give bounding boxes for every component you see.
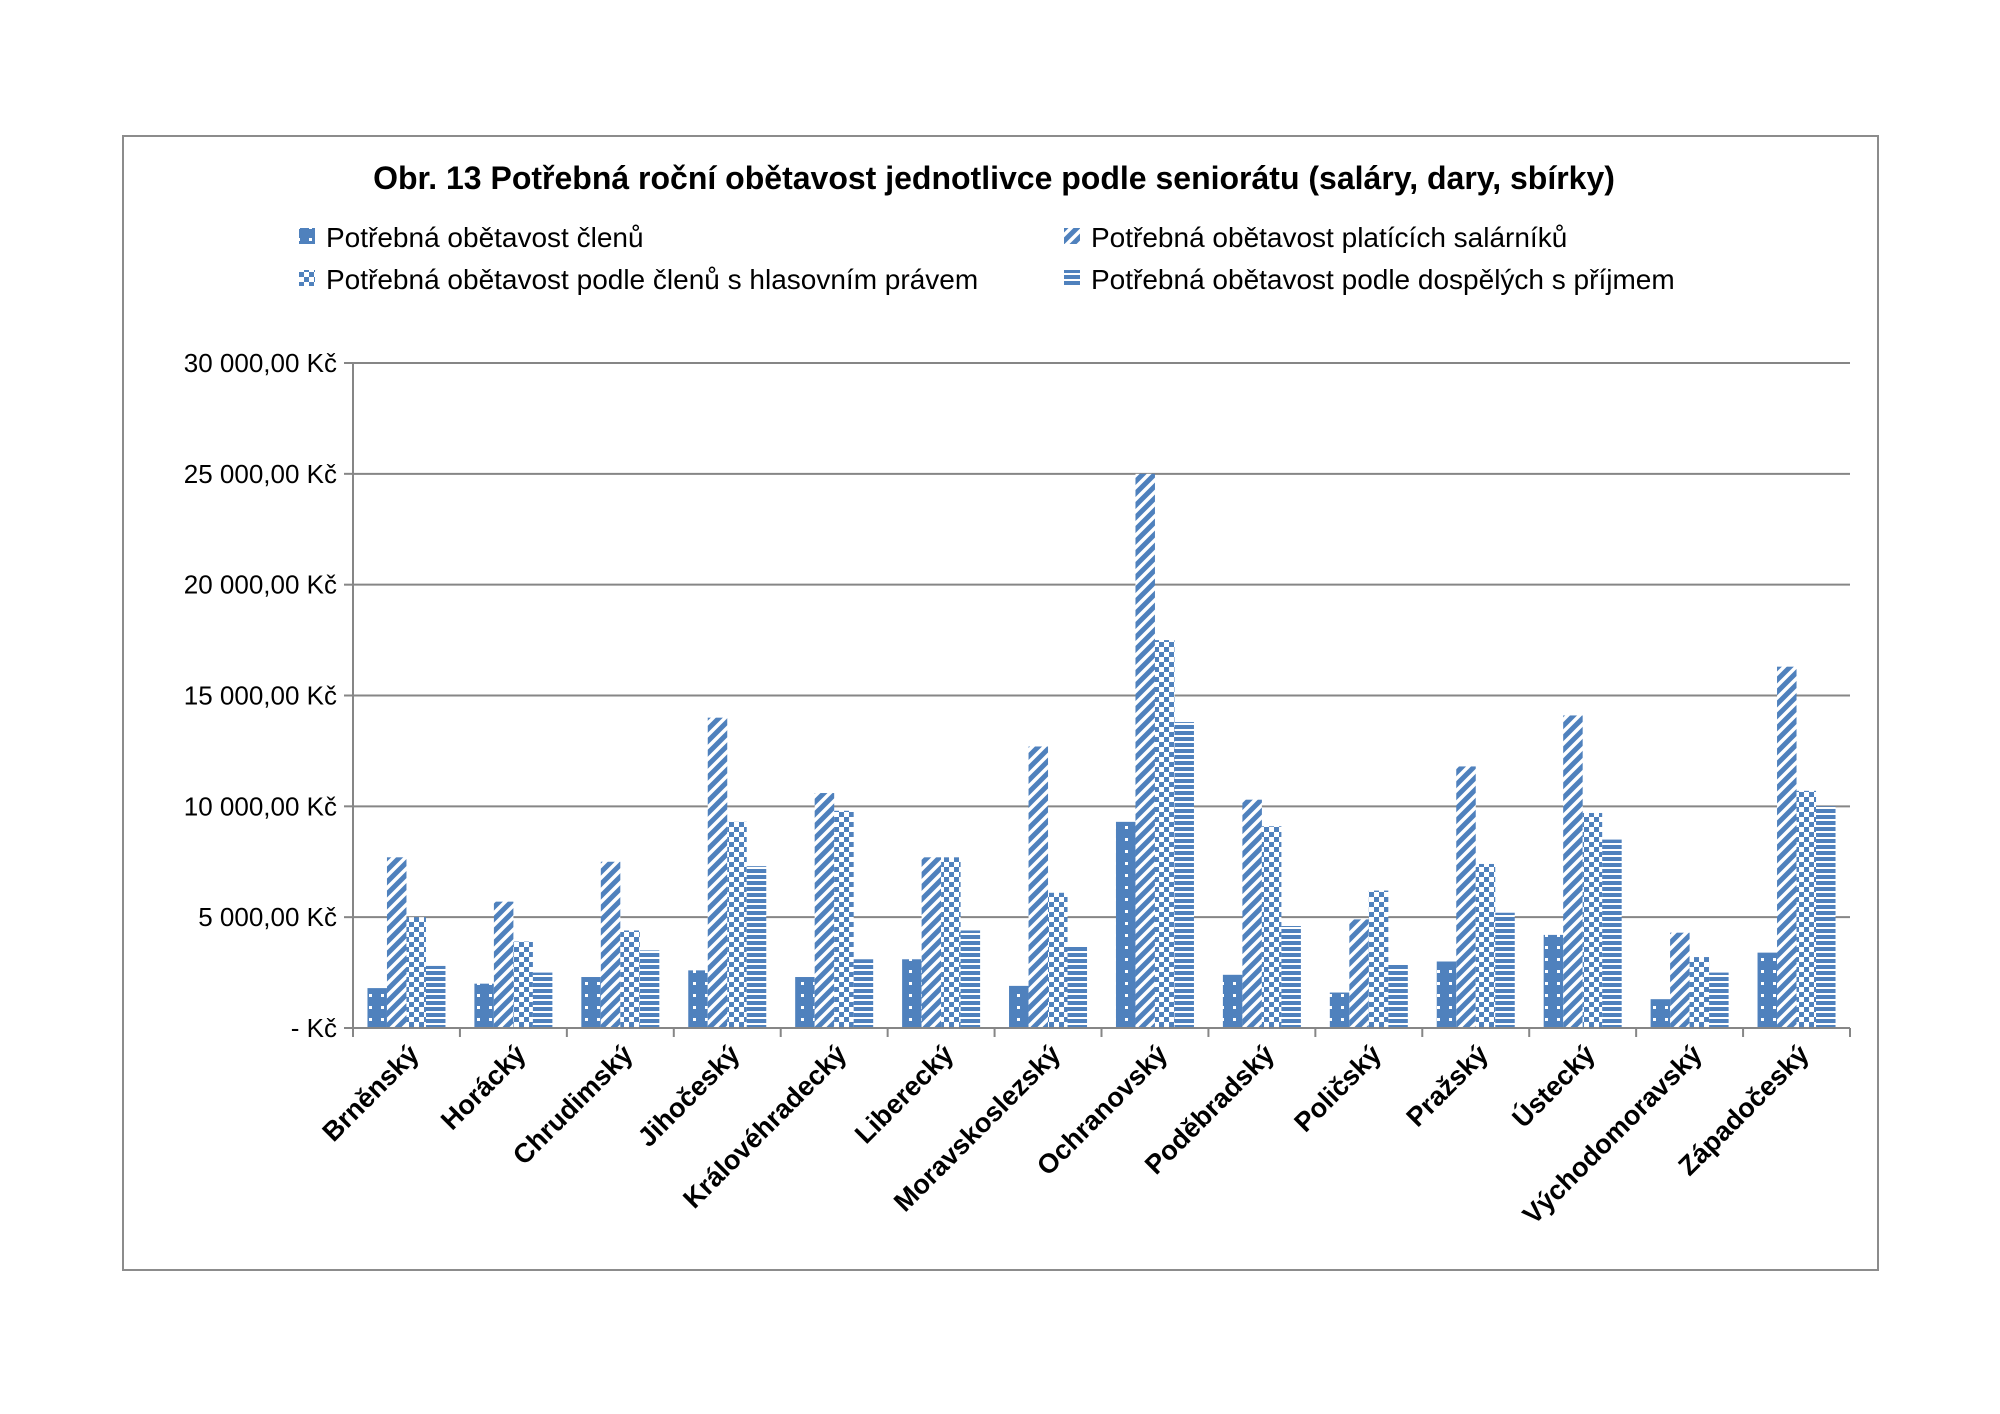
bar-2 [493,901,514,1028]
bar-4 [746,866,767,1028]
bar-1 [1222,974,1243,1028]
bar-3 [620,930,640,1028]
x-tick-label: Poličský [1288,1039,1387,1138]
bar-1 [688,970,708,1028]
bar-2 [1028,746,1049,1028]
bar-1 [795,977,815,1028]
bar-1 [1009,985,1029,1028]
chart-svg: Obr. 13 Potřebná roční obětavost jednotl… [184,160,1851,1230]
legend-label: Potřebná obětavost členů [326,222,644,253]
bar-3 [1048,892,1068,1028]
bar-1 [1329,992,1350,1028]
bar-1 [1115,821,1136,1028]
x-tick-label: Východomoravský [1517,1039,1708,1230]
bar-3 [1689,957,1710,1028]
x-tick-label: Pražský [1401,1039,1494,1132]
bar-3 [1261,826,1282,1028]
chart-frame: Obr. 13 Potřebná roční obětavost jednotl… [122,135,1879,1271]
bar-2 [1349,919,1369,1028]
bar-1 [474,983,494,1028]
bar-3 [1368,890,1389,1028]
legend-swatch [299,270,315,286]
bar-3 [1154,640,1175,1028]
bar-1 [1436,961,1457,1028]
bar-1 [1650,999,1671,1028]
bar-1 [581,977,601,1028]
legend-label: Potřebná obětavost podle dospělých s pří… [1091,264,1675,295]
bar-4 [1709,972,1729,1028]
y-tick-label: 20 000,00 Kč [184,570,337,600]
bar-2 [1135,473,1155,1028]
bar-2 [1563,715,1583,1028]
x-tick-label: Ústecký [1506,1038,1601,1133]
legend-swatch [1064,270,1080,286]
bar-2 [1777,666,1797,1028]
bar-4 [1281,926,1301,1028]
bar-1 [1543,934,1564,1028]
bar-3 [834,810,854,1028]
legend-label: Potřebná obětavost platících salárníků [1091,222,1567,253]
x-axis: Brněnský HoráckýChrudimskýJihočeskýKrálov… [316,1027,1851,1230]
bar-1 [902,959,922,1028]
bar-3 [406,917,426,1028]
bar-2 [921,857,942,1028]
bar-4 [425,965,446,1028]
bar-4 [639,950,660,1028]
x-tick-label: Horácký [435,1039,532,1136]
y-tick-label: 15 000,00 Kč [184,681,337,711]
x-tick-label: Liberecký [849,1039,959,1149]
bar-4 [1067,945,1088,1028]
bar-4 [853,959,874,1028]
bar-4 [532,972,553,1028]
bar-4 [1816,806,1836,1028]
y-tick-label: 10 000,00 Kč [184,791,337,821]
legend: Potřebná obětavost členů Potřebná obětavo… [299,222,1675,295]
bar-2 [1242,799,1262,1028]
bar-2 [1670,932,1690,1028]
bar-3 [1475,863,1496,1028]
bar-4 [1602,839,1622,1028]
x-tick-label: Brněnský [316,1039,424,1147]
bar-2 [600,861,621,1028]
bar-2 [814,793,835,1028]
bar-2 [1456,766,1476,1028]
y-tick-label: - Kč [291,1013,337,1043]
bar-2 [707,717,728,1028]
chart-title: Obr. 13 Potřebná roční obětavost jednotl… [373,160,1615,196]
legend-swatch [299,228,315,244]
y-tick-label: 25 000,00 Kč [184,459,337,489]
bar-4 [960,930,981,1028]
bars [367,473,1836,1028]
y-tick-label: 30 000,00 Kč [184,348,337,378]
bar-3 [1796,790,1817,1028]
bar-4 [1174,722,1194,1028]
bar-2 [386,857,407,1028]
legend-label: Potřebná obětavost podle členů s hlasovn… [326,264,978,295]
bar-4 [1388,963,1408,1028]
bar-4 [1495,912,1515,1028]
bar-3 [1582,812,1603,1028]
y-tick-label: 5 000,00 Kč [198,902,337,932]
gridlines [353,362,1850,919]
x-tick-label: Jihočeský [632,1039,746,1153]
y-axis: - Kč 5 000,00 Kč 10 000,00 Kč 15 000,00 Kč 2… [184,348,354,1043]
bar-1 [1757,952,1778,1028]
bar-3 [941,857,961,1028]
legend-swatch [1064,228,1080,244]
bar-1 [367,988,387,1028]
bar-3 [513,941,533,1028]
bar-3 [727,821,747,1028]
